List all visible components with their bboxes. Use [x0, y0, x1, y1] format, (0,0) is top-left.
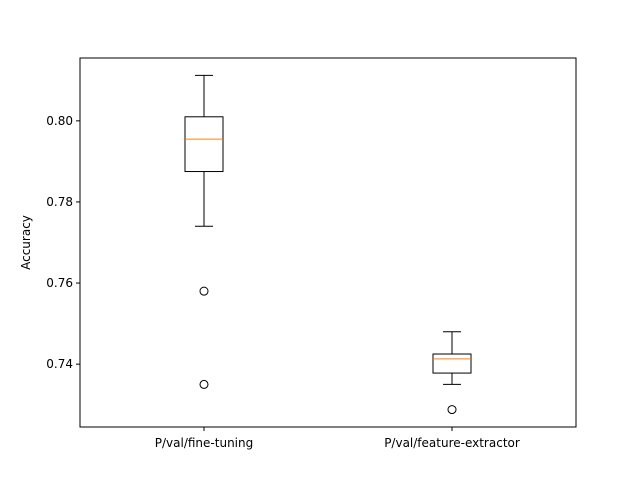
- plot-area: [184, 74, 472, 415]
- outlier-point: [447, 405, 457, 415]
- y-tick-label: 0.76: [46, 276, 73, 290]
- y-tick-label: 0.78: [46, 195, 73, 209]
- box-group: [432, 331, 472, 415]
- y-axis: 0.74 0.76 0.78 0.80: [46, 114, 80, 371]
- outlier-point: [199, 286, 209, 296]
- x-tick-label: P/val/fine-tuning: [155, 436, 253, 450]
- x-tick-label: P/val/feature-extractor: [384, 436, 520, 450]
- y-axis-label: Accuracy: [19, 215, 33, 270]
- iqr-box: [432, 353, 472, 374]
- axes-frame: [79, 57, 577, 428]
- x-axis: P/val/fine-tuning P/val/feature-extractor: [155, 427, 520, 450]
- box-group: [184, 74, 224, 389]
- outlier-point: [199, 379, 209, 389]
- y-tick-label: 0.80: [46, 114, 73, 128]
- y-tick-label: 0.74: [46, 357, 73, 371]
- iqr-box: [184, 116, 224, 173]
